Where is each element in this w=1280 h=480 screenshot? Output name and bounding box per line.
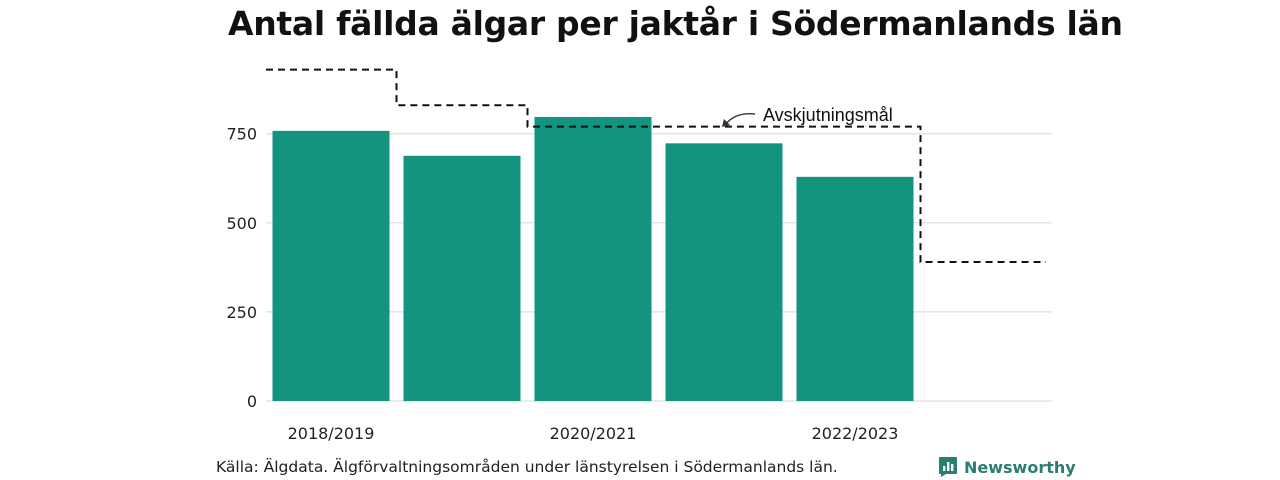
brand: Newsworthy (938, 456, 1076, 478)
target-step-line (266, 68, 1046, 264)
bar (796, 176, 914, 401)
x-tick-label: 2018/2019 (288, 424, 375, 443)
target-line-group: Avskjutningsmål (266, 68, 1046, 264)
newsworthy-logo-icon (939, 457, 957, 477)
annotation-arrowhead (722, 119, 730, 127)
bar (272, 130, 390, 402)
y-tick-label: 250 (226, 303, 257, 322)
y-axis-ticks: 0 250 500 750 (226, 125, 257, 411)
target-label: Avskjutningsmål (763, 105, 893, 125)
y-tick-label: 750 (226, 125, 257, 144)
bars (272, 116, 914, 402)
bar (665, 143, 783, 401)
y-tick-label: 0 (247, 392, 257, 411)
x-axis-ticks: 2018/2019 2020/2021 2022/2023 (288, 424, 899, 443)
bar (534, 116, 652, 401)
bar (403, 155, 521, 401)
chart-title: Antal fällda älgar per jaktår i Söderman… (228, 4, 1123, 43)
x-tick-label: 2020/2021 (550, 424, 637, 443)
x-tick-label: 2022/2023 (812, 424, 899, 443)
brand-name: Newsworthy (964, 457, 1076, 477)
annotation-arrow (724, 113, 756, 126)
y-tick-label: 500 (226, 214, 257, 233)
source-note: Källa: Älgdata. Älgförvaltningsområden u… (216, 458, 838, 476)
